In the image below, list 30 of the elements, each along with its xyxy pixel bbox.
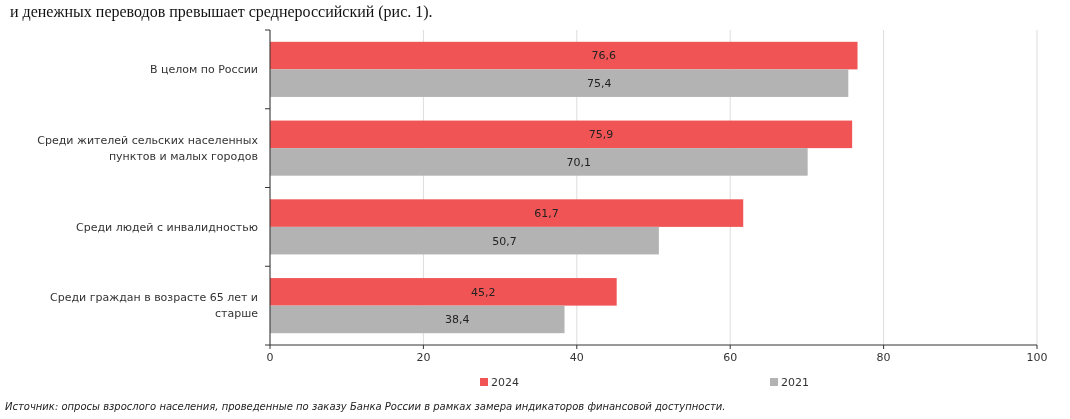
legend-label: 2024: [491, 375, 519, 389]
data-label: 50,7: [492, 234, 517, 248]
bar: [270, 199, 744, 227]
legend-label: 2021: [781, 375, 809, 389]
bar: [270, 120, 853, 149]
x-tick-label: 40: [569, 351, 584, 364]
bar: [270, 278, 617, 306]
y-tick-label: Среди людей с инвалидностью: [75, 220, 258, 234]
data-label: 76,6: [591, 49, 617, 63]
data-label: 75,4: [586, 77, 612, 91]
bar: [270, 69, 849, 97]
y-tick-label: В целом по России: [149, 63, 258, 77]
bar: [270, 226, 659, 255]
text: Источник: опросы взрослого населения, проведенные по заказу Банка России в рамках замера индикаторов финансовой доступности.: [5, 401, 726, 412]
x-tick-label: 80: [876, 351, 891, 364]
y-tick-label: Среди жителей сельских населенных пунктов и малых городов: [37, 133, 259, 163]
data-label: 75,9: [588, 128, 614, 142]
text: и денежных переводов превышает среднероссийский (рис. 1).: [10, 3, 433, 21]
data-label: 45,2: [471, 285, 496, 299]
data-label: 61,7: [534, 206, 559, 220]
x-tick-label: 0: [266, 351, 274, 364]
bar: [270, 305, 565, 334]
y-tick-label: Среди граждан в возрасте 65 лет и старше: [50, 291, 259, 321]
data-label: 38,4: [445, 313, 470, 327]
data-label: 70,1: [566, 155, 592, 169]
x-tick-label: 20: [416, 351, 431, 364]
x-tick-label: 100: [1026, 351, 1048, 364]
bar: [270, 148, 808, 176]
x-tick-label: 60: [723, 351, 738, 364]
bar: [270, 41, 858, 70]
